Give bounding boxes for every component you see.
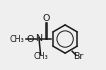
Text: O: O bbox=[27, 35, 34, 44]
Text: N: N bbox=[35, 34, 42, 43]
Text: Br: Br bbox=[73, 52, 83, 61]
Text: CH₃: CH₃ bbox=[33, 52, 48, 61]
Text: CH₃: CH₃ bbox=[9, 35, 24, 44]
Text: O: O bbox=[43, 14, 50, 23]
